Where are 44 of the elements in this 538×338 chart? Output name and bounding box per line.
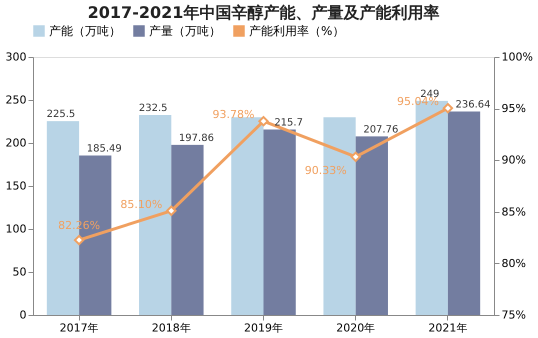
y-tick-label: 100	[6, 222, 26, 236]
data-label: 215.7	[274, 118, 303, 128]
bar	[448, 111, 480, 315]
y-tick-label: 50	[12, 266, 26, 278]
x-tick-label: 2021年	[428, 322, 468, 334]
data-label: 82.26%	[58, 219, 100, 232]
y2-tick-label: 85%	[502, 205, 526, 218]
point	[442, 103, 454, 114]
y2-tick-label: 100%	[502, 50, 533, 64]
bar	[171, 144, 204, 315]
y-tick-label: 0	[20, 308, 26, 322]
data-label: 232.5	[138, 103, 168, 114]
data-label: 185.49	[86, 143, 122, 154]
x-tick-label: 2020年	[336, 322, 376, 334]
y2-tick-label: 95%	[502, 102, 526, 116]
data-label: 236.64	[456, 99, 491, 110]
legend-label: 产量（万吨）	[149, 24, 221, 38]
bar	[231, 117, 264, 315]
bar	[264, 130, 296, 315]
x-tick-label: 2019年	[244, 322, 283, 334]
data-label: 197.86	[178, 132, 214, 144]
point	[258, 116, 269, 126]
data-label: 85.10%	[120, 198, 162, 211]
legend-label: 产能（万吨）	[49, 24, 121, 38]
y-tick-label: 250	[6, 94, 26, 106]
data-label: 207.76	[363, 124, 398, 136]
data-label: 95.04%	[396, 95, 439, 108]
y2-tick-label: 80%	[502, 256, 526, 270]
x-tick-label: 2017年	[60, 322, 99, 334]
y2-tick-label: 75%	[502, 308, 526, 322]
y2-tick-label: 90%	[502, 154, 526, 167]
y-tick-label: 200	[6, 136, 26, 150]
bar	[356, 136, 388, 315]
point	[166, 206, 176, 216]
y-tick-label: 150	[6, 180, 26, 192]
y-tick-label: 300	[6, 50, 26, 64]
chart-title: 2017-2021年中国辛醇产能、产量及产能利用率	[88, 3, 440, 22]
data-label: 93.78%	[212, 108, 254, 122]
point	[350, 152, 361, 162]
data-label: 90.33%	[304, 164, 347, 177]
x-tick-label: 2018年	[152, 322, 191, 334]
point	[74, 234, 84, 246]
data-label: 225.5	[46, 109, 76, 120]
legend-label: 产能利用率（%）	[249, 24, 344, 38]
